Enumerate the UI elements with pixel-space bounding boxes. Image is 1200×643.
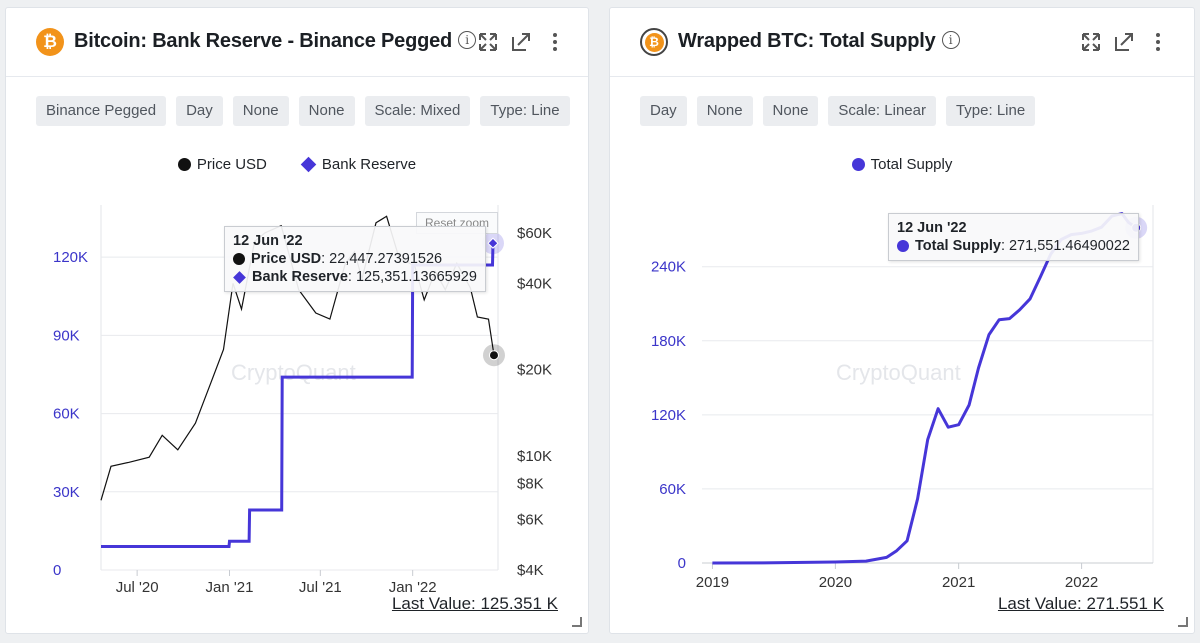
- y-left-tick-label: 60K: [53, 406, 80, 423]
- chip-ma-1[interactable]: None: [232, 96, 289, 126]
- legend-label: Total Supply: [870, 156, 953, 173]
- tooltip-row: Price USD: 22,447.27391526: [233, 250, 477, 268]
- last-value-link[interactable]: Last Value: 271.551 K: [997, 594, 1164, 613]
- chip-window[interactable]: Day: [640, 96, 687, 126]
- tooltip-row: Total Supply: 271,551.46490022: [897, 237, 1130, 255]
- tooltip-row: Bank Reserve: 125,351.13665929: [233, 268, 477, 286]
- chip-type[interactable]: Type: Line: [480, 96, 570, 126]
- legend-label: Price USD: [196, 156, 267, 173]
- y-right-tick-label: $10K: [517, 448, 552, 465]
- tooltip-label: Price USD: [251, 251, 322, 267]
- watermark: CryptoQuant: [836, 360, 961, 385]
- card-title: Wrapped BTC: Total Supply i: [678, 30, 960, 53]
- watermark: CryptoQuant: [231, 360, 356, 385]
- y-right-tick-label: $60K: [517, 225, 552, 242]
- x-tick-label: 2022: [1065, 574, 1098, 591]
- chip-ma-1[interactable]: None: [696, 96, 753, 126]
- x-tick-label: 2020: [819, 574, 852, 591]
- tooltip-value: : 271,551.46490022: [1000, 238, 1130, 254]
- tooltip-date: 12 Jun '22: [233, 233, 303, 249]
- chip-window[interactable]: Day: [176, 96, 223, 126]
- x-tick-label: 2019: [696, 574, 729, 591]
- y-tick-label: 0: [678, 555, 686, 572]
- hover-point-reserve: [487, 237, 499, 249]
- popout-icon[interactable]: [1112, 30, 1136, 54]
- expand-icon[interactable]: [1079, 30, 1103, 54]
- y-left-tick-label: 0: [53, 562, 61, 579]
- chart-tooltip: 12 Jun '22 Price USD: 22,447.27391526 Ba…: [224, 226, 486, 292]
- legend-item-total-supply[interactable]: Total Supply: [851, 156, 953, 173]
- bitcoin-icon: ₿: [36, 28, 64, 56]
- filter-chips: Day None None Scale: Linear Type: Line: [640, 96, 1036, 126]
- x-tick-label: Jan '22: [389, 579, 437, 596]
- expand-icon[interactable]: [476, 30, 500, 54]
- x-tick-label: Jul '21: [299, 579, 342, 596]
- legend-item-reserve[interactable]: Bank Reserve: [300, 156, 417, 173]
- y-left-tick-label: 120K: [53, 249, 88, 266]
- y-left-tick-label: 90K: [53, 327, 80, 344]
- y-right-tick-label: $8K: [517, 476, 544, 493]
- chart-plot[interactable]: 0 30K 60K 90K 120K $4K $6K $8K $10K $20K $40K $60K J…: [6, 8, 589, 634]
- chip-scale[interactable]: Scale: Linear: [828, 96, 936, 126]
- chart-tooltip: 12 Jun '22 Total Supply: 271,551.4649002…: [888, 213, 1139, 261]
- y-right-tick-label: $40K: [517, 275, 552, 292]
- y-right-tick-label: $4K: [517, 562, 544, 579]
- chart-legend: Price USD Bank Reserve: [6, 156, 588, 173]
- y-tick-label: 240K: [651, 259, 686, 276]
- card-title: Bitcoin: Bank Reserve - Binance Pegged i: [74, 30, 477, 53]
- x-tick-label: Jul '20: [116, 579, 159, 596]
- chart-card-bank-reserve: ₿ Bitcoin: Bank Reserve - Binance Pegged…: [5, 7, 589, 634]
- series-line-total-supply: [712, 212, 1138, 565]
- chip-ma-2[interactable]: None: [298, 96, 355, 126]
- last-value-link[interactable]: Last Value: 125.351 K: [391, 594, 558, 613]
- more-icon[interactable]: [543, 30, 567, 54]
- card-header: ₿ Bitcoin: Bank Reserve - Binance Pegged…: [6, 8, 588, 77]
- chart-plot[interactable]: 0 60K 120K 180K 240K 2019 2020 2021 2022 CryptoQu…: [610, 8, 1195, 634]
- tooltip-value: : 125,351.13665929: [347, 269, 477, 285]
- tooltip-label: Total Supply: [915, 238, 1001, 254]
- resize-handle-icon[interactable]: [572, 617, 582, 627]
- card-header: ₿ Wrapped BTC: Total Supply i: [610, 8, 1194, 77]
- chip-ma-2[interactable]: None: [762, 96, 819, 126]
- tooltip-label: Bank Reserve: [252, 269, 348, 285]
- y-right-tick-label: $6K: [517, 512, 544, 529]
- legend-label: Bank Reserve: [321, 156, 417, 173]
- filter-chips: Binance Pegged Day None None Scale: Mixe…: [36, 96, 570, 126]
- wbtc-icon: ₿: [640, 28, 668, 56]
- y-tick-label: 120K: [651, 407, 686, 424]
- chip-type[interactable]: Type: Line: [945, 96, 1036, 126]
- y-right-tick-label: $20K: [517, 362, 552, 379]
- y-left-tick-label: 30K: [53, 484, 80, 501]
- hover-point-price: [488, 350, 499, 361]
- more-icon[interactable]: [1146, 30, 1170, 54]
- chip-exchange[interactable]: Binance Pegged: [36, 96, 167, 126]
- chart-legend: Total Supply: [610, 156, 1194, 173]
- y-tick-label: 180K: [651, 333, 686, 350]
- x-tick-label: Jan '21: [206, 579, 254, 596]
- popout-icon[interactable]: [509, 30, 533, 54]
- chip-scale[interactable]: Scale: Mixed: [364, 96, 471, 126]
- x-tick-label: 2021: [942, 574, 975, 591]
- tooltip-value: : 22,447.27391526: [321, 251, 443, 267]
- info-icon[interactable]: i: [941, 31, 960, 49]
- legend-item-price[interactable]: Price USD: [177, 156, 267, 173]
- tooltip-date: 12 Jun '22: [897, 220, 967, 236]
- info-icon[interactable]: i: [458, 31, 477, 49]
- y-tick-label: 60K: [659, 481, 686, 498]
- resize-handle-icon[interactable]: [1178, 617, 1188, 627]
- chart-card-wbtc-supply: ₿ Wrapped BTC: Total Supply i Day None No…: [609, 7, 1195, 634]
